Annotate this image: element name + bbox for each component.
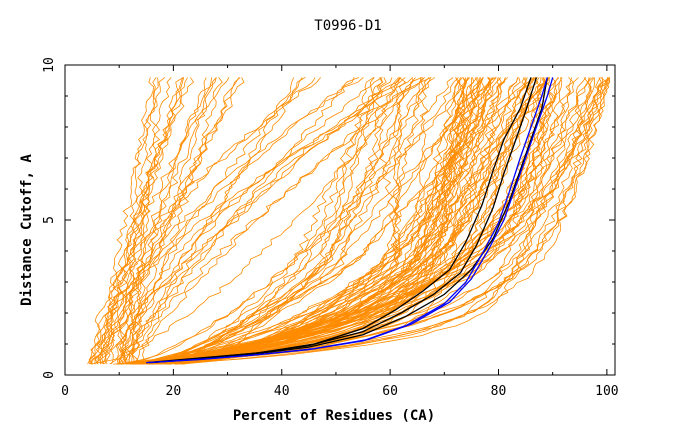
series-line-orange	[153, 77, 543, 365]
series-line-orange	[170, 77, 374, 365]
x-tick-label: 60	[382, 384, 398, 399]
series-line-black	[148, 77, 548, 364]
series-line-orange	[142, 77, 595, 365]
x-tick-label: 0	[61, 384, 69, 399]
series-line-orange	[131, 77, 497, 365]
series-line-orange	[181, 77, 491, 365]
series-line-orange	[137, 77, 459, 365]
series-line-orange	[167, 77, 506, 365]
series-line-orange	[140, 77, 550, 365]
chart-title: T0996-D1	[314, 18, 381, 34]
series-line-orange	[130, 77, 424, 365]
series-line-orange	[126, 77, 157, 365]
series-line-orange	[136, 77, 401, 365]
series-line-orange	[151, 77, 436, 365]
series-line-orange	[94, 77, 316, 365]
series-line-orange	[127, 77, 159, 365]
series-line-orange	[156, 77, 609, 365]
series-line-orange	[143, 77, 587, 365]
x-axis-label: Percent of Residues (CA)	[233, 408, 435, 424]
series-line-orange	[155, 77, 528, 365]
series-line-orange	[146, 77, 563, 365]
series-line-orange	[113, 77, 430, 365]
series-line-orange	[139, 77, 607, 365]
x-tick-label: 20	[166, 384, 182, 399]
series-line-orange	[174, 77, 602, 365]
series-line-orange	[166, 77, 506, 365]
series-line-orange	[164, 77, 552, 365]
series-line-orange	[161, 77, 461, 365]
series-line-orange	[131, 77, 207, 365]
series-line-orange	[150, 77, 481, 365]
y-axis-ticks: 0 5 10	[42, 57, 615, 379]
series-line-orange	[150, 77, 532, 365]
series-line-orange	[126, 77, 407, 365]
series-line-orange	[87, 77, 322, 365]
series-line-orange	[99, 77, 306, 365]
x-tick-label: 40	[274, 384, 290, 399]
series-line-blue	[148, 77, 554, 364]
series-line-orange	[118, 77, 413, 365]
series-line-orange	[147, 77, 467, 365]
series-line-orange	[181, 77, 492, 365]
y-tick-label: 5	[42, 216, 57, 224]
series-line-orange	[116, 77, 484, 365]
series-line-orange	[97, 77, 432, 365]
series-line-orange	[140, 77, 384, 365]
series-line-orange	[89, 77, 360, 365]
y-axis-label: Distance Cutoff, A	[19, 154, 35, 306]
series-line-orange	[118, 77, 383, 365]
series-line-orange	[157, 77, 466, 365]
x-tick-label: 80	[491, 384, 507, 399]
series-line-orange	[99, 77, 240, 365]
series-line-orange	[128, 77, 217, 365]
series-line-orange	[94, 77, 364, 365]
series-line-orange	[149, 77, 425, 365]
series-line-orange	[176, 77, 459, 365]
series-line-orange	[135, 77, 594, 365]
orange-curves-group	[87, 77, 611, 365]
series-line-orange	[118, 77, 454, 365]
series-line-orange	[132, 77, 387, 365]
series-line-orange	[168, 77, 492, 365]
series-line-orange	[117, 77, 195, 365]
series-line-orange	[120, 77, 295, 365]
series-line-orange	[90, 77, 416, 365]
series-line-black	[151, 77, 532, 364]
series-line-orange	[141, 77, 485, 365]
y-tick-label: 0	[42, 371, 57, 379]
series-line-orange	[148, 77, 551, 365]
series-line-orange	[158, 77, 559, 365]
series-line-orange	[141, 77, 406, 365]
series-line-orange	[135, 77, 611, 365]
series-line-orange	[119, 77, 432, 365]
series-line-orange	[153, 77, 545, 365]
series-line-orange	[118, 77, 223, 365]
series-line-orange	[132, 77, 493, 365]
y-tick-label: 10	[42, 57, 57, 73]
series-line-orange	[131, 77, 393, 365]
series-line-orange	[116, 77, 401, 365]
series-line-orange	[117, 77, 355, 365]
series-line-orange	[116, 77, 155, 365]
x-axis-ticks: 0 20 40 60 80 100	[61, 65, 619, 399]
series-line-orange	[125, 77, 425, 365]
x-tick-label: 100	[595, 384, 618, 399]
series-line-orange	[120, 77, 469, 365]
series-line-orange	[176, 77, 473, 365]
series-line-orange	[104, 77, 166, 365]
series-line-orange	[176, 77, 484, 365]
series-line-orange	[88, 77, 188, 365]
series-line-orange	[121, 77, 399, 365]
series-line-orange	[97, 77, 241, 365]
series-line-orange	[139, 77, 480, 365]
highlighted-curves-group	[146, 77, 554, 364]
series-line-orange	[134, 77, 610, 365]
